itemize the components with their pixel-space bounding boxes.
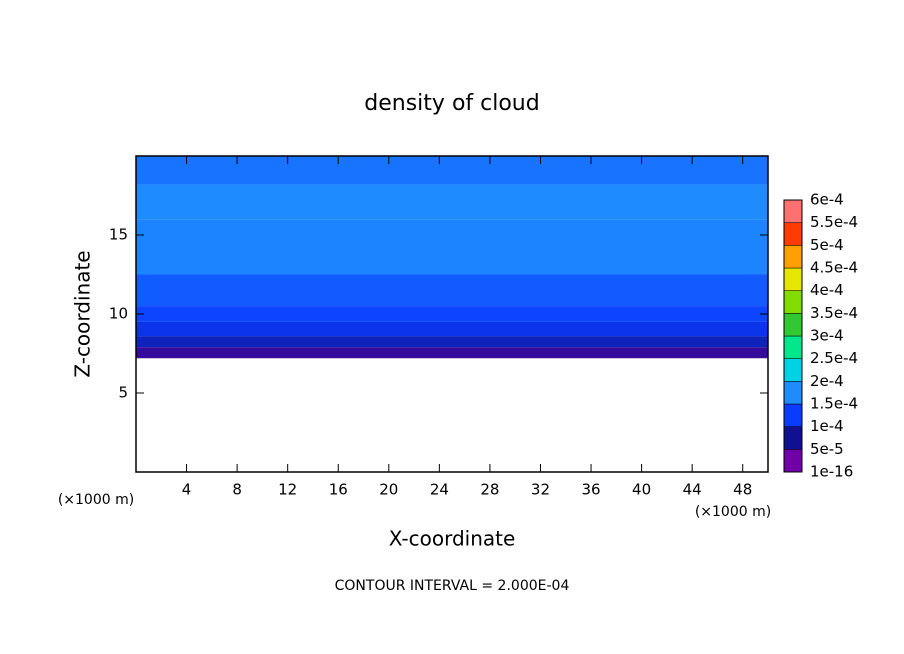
colorbar-box (783, 267, 803, 291)
colorbar-box (783, 358, 803, 382)
x-tick-label: 28 (480, 481, 499, 499)
colorbar-label: 3e-4 (810, 327, 844, 345)
x-axis-label: X-coordinate (389, 527, 516, 551)
colorbar-label: 1e-16 (810, 463, 853, 481)
contour-band (136, 219, 768, 275)
colorbar-box (783, 313, 803, 337)
colorbar-label: 4.5e-4 (810, 259, 858, 277)
x-tick-label: 8 (232, 481, 242, 499)
colorbar-box (783, 290, 803, 314)
colorbar-label: 6e-4 (810, 191, 844, 209)
colorbar-label: 5e-5 (810, 440, 844, 458)
x-tick-label: 4 (182, 481, 192, 499)
colorbar-box (783, 449, 803, 473)
x-tick-label: 32 (531, 481, 550, 499)
colorbar-label: 5.5e-4 (810, 213, 858, 231)
colorbar-box (783, 245, 803, 269)
colorbar-label: 2e-4 (810, 372, 844, 390)
contour-band (136, 184, 768, 220)
colorbar-label: 1e-4 (810, 417, 844, 435)
colorbar-box (783, 381, 803, 405)
colorbar-label: 5e-4 (810, 236, 844, 254)
colorbar-box (783, 222, 803, 246)
y-unit-label: (×1000 m) (58, 492, 134, 508)
y-axis-label: Z-coordinate (71, 250, 95, 377)
x-tick-label: 36 (581, 481, 600, 499)
x-tick-label: 40 (632, 481, 651, 499)
colorbar-label: 3.5e-4 (810, 304, 858, 322)
x-tick-label: 24 (430, 481, 449, 499)
contour-band (136, 321, 768, 337)
x-tick-label: 44 (683, 481, 702, 499)
colorbar-box (783, 403, 803, 427)
contour-band (136, 347, 768, 359)
contour-band (136, 274, 768, 307)
chart-title: density of cloud (364, 91, 539, 116)
contour-band (136, 306, 768, 322)
contour-band (136, 336, 768, 348)
y-tick-label: 15 (109, 226, 128, 244)
colorbar-box (783, 335, 803, 359)
x-unit-label: (×1000 m) (695, 504, 771, 520)
colorbar-box (783, 199, 803, 223)
y-tick-label: 10 (109, 305, 128, 323)
x-tick-label: 12 (278, 481, 297, 499)
colorbar-box (783, 426, 803, 450)
x-tick-label: 48 (733, 481, 752, 499)
colorbar-label: 2.5e-4 (810, 349, 858, 367)
colorbar-label: 1.5e-4 (810, 395, 858, 413)
y-tick-label: 5 (118, 384, 128, 402)
x-tick-label: 16 (329, 481, 348, 499)
colorbar-label: 4e-4 (810, 281, 844, 299)
colorbar-frame (783, 199, 803, 473)
contour-band (136, 156, 768, 185)
footer-note: CONTOUR INTERVAL = 2.000E-04 (335, 578, 570, 594)
x-tick-label: 20 (379, 481, 398, 499)
